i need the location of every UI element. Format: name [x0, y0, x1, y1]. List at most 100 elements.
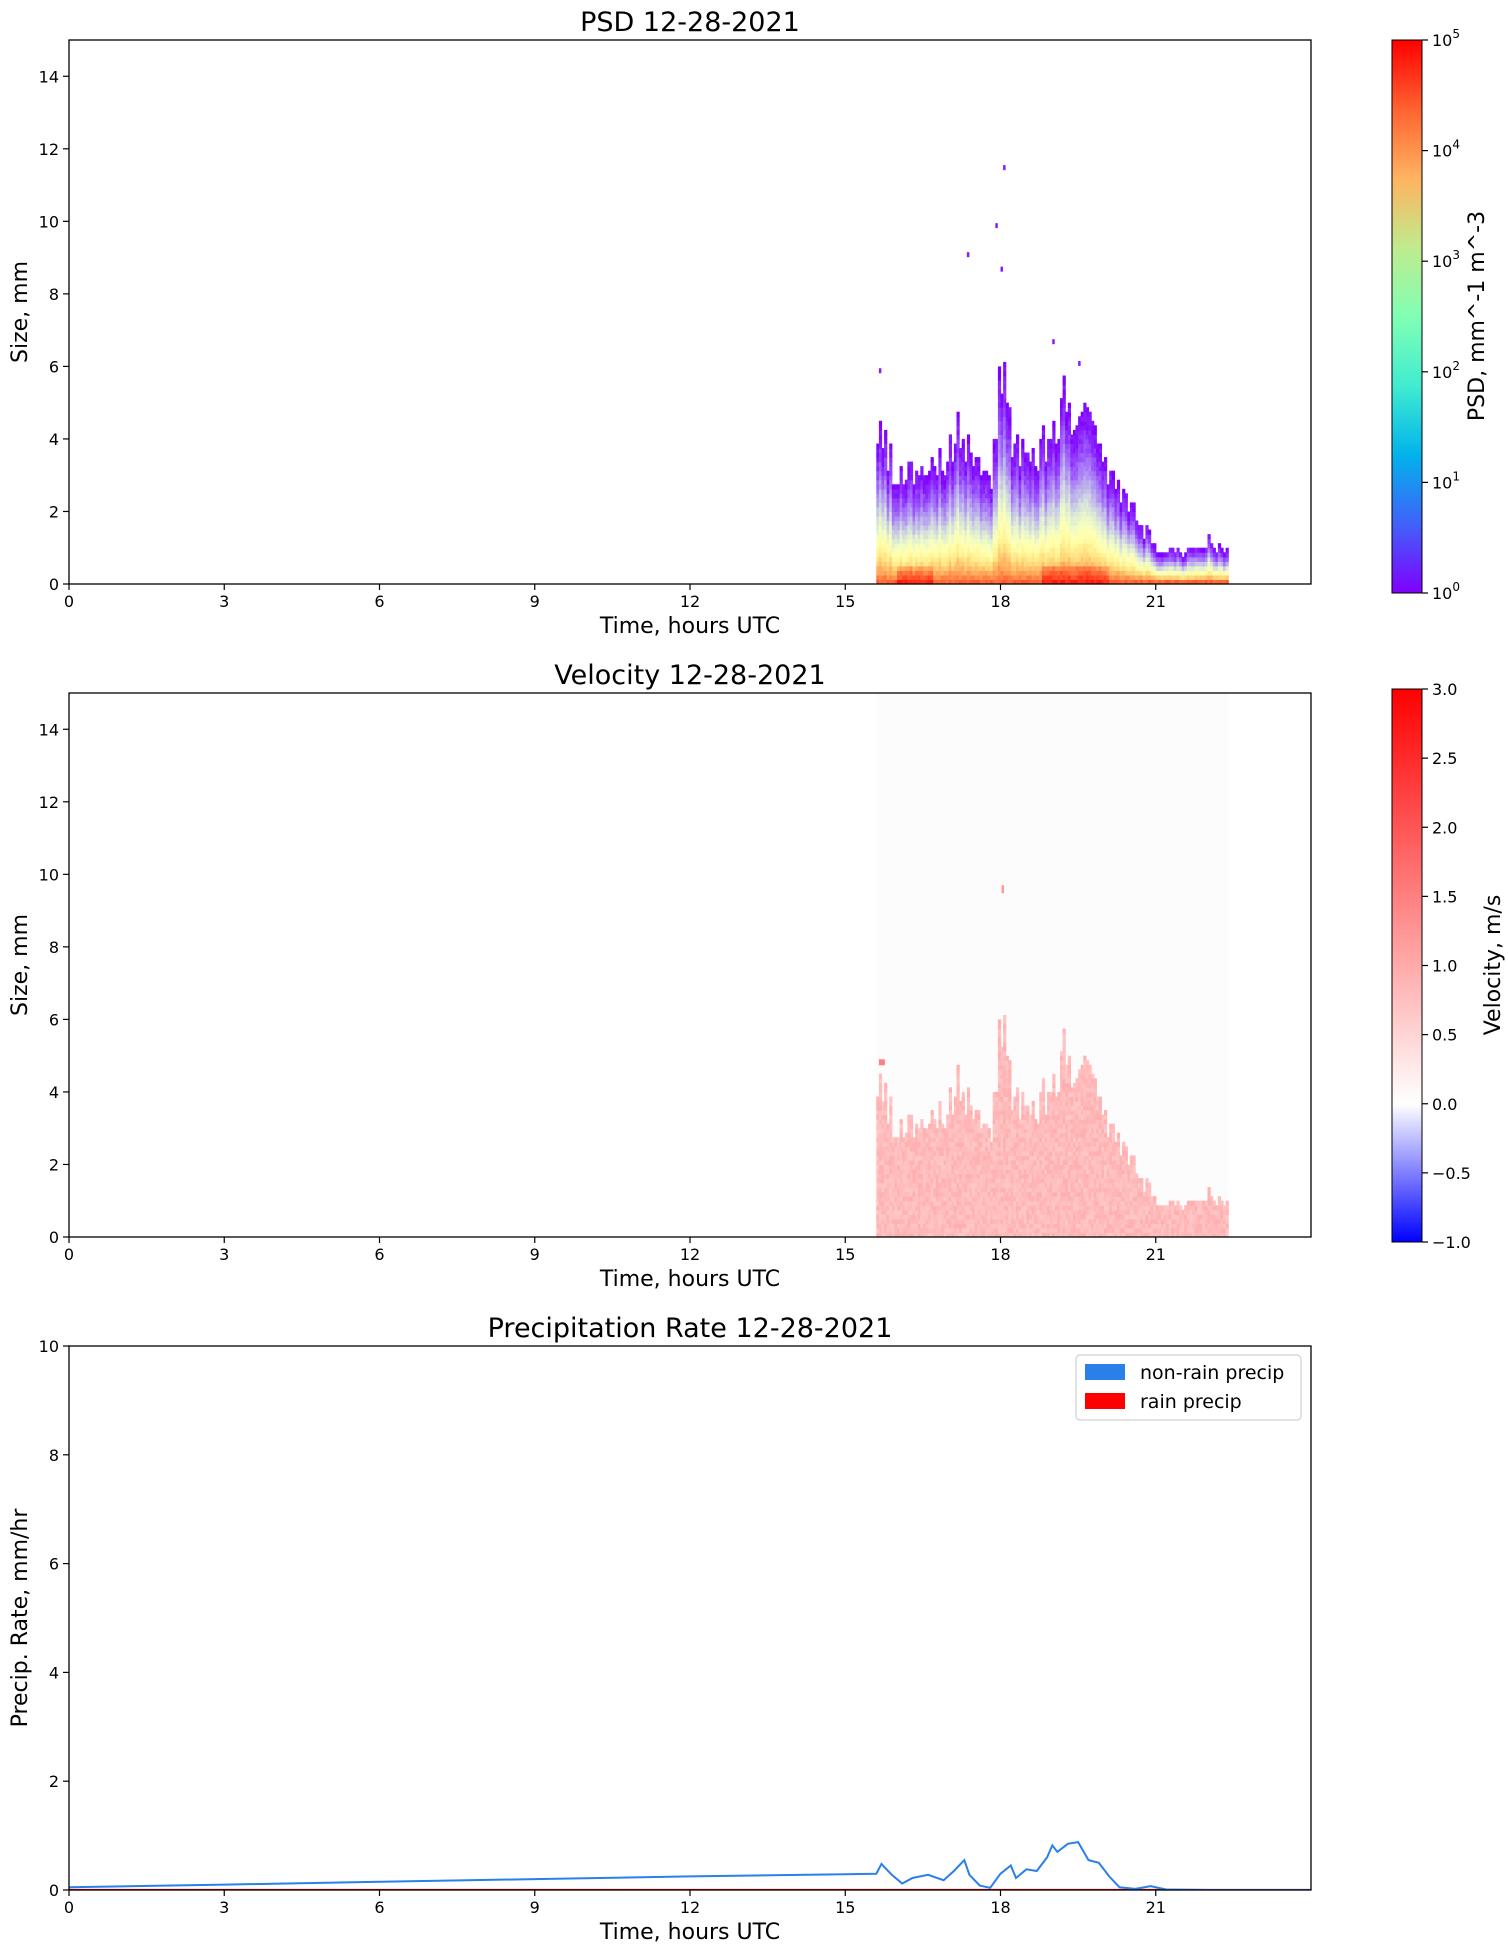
psd-cell	[997, 543, 1002, 549]
psd-cell	[1031, 475, 1035, 481]
velocity-cell	[982, 1218, 986, 1224]
velocity-cell	[917, 1227, 921, 1233]
velocity-cell	[1018, 1155, 1022, 1161]
psd-cell	[1016, 493, 1020, 499]
psd-cell	[1223, 579, 1227, 584]
velocity-cell	[878, 1141, 883, 1147]
velocity-cell	[987, 1159, 991, 1165]
psd-cell	[1116, 511, 1121, 517]
velocity-cell	[1000, 1069, 1004, 1075]
psd-cell	[1192, 574, 1196, 580]
psd-cell	[1052, 448, 1056, 454]
psd-cell	[1008, 511, 1012, 517]
velocity-cell	[881, 1196, 885, 1202]
psd-cell	[878, 457, 883, 463]
velocity-cell	[1016, 1105, 1020, 1111]
velocity-cell	[990, 1164, 994, 1170]
psd-cell	[1153, 570, 1157, 576]
psd-cell	[987, 520, 991, 526]
velocity-cell	[987, 1173, 991, 1179]
psd-cell	[889, 479, 893, 485]
velocity-cell	[982, 1169, 986, 1175]
psd-cell	[1119, 534, 1123, 540]
psd-cell	[992, 570, 996, 576]
psd-cell	[1202, 565, 1206, 571]
psd-cell	[930, 516, 934, 522]
psd-cell	[943, 511, 947, 517]
psd-cell	[1003, 366, 1007, 372]
psd-cell	[897, 484, 901, 490]
psd-cell	[930, 556, 934, 562]
psd-cell	[1225, 552, 1229, 558]
velocity-cell	[891, 1164, 895, 1170]
y-tick-label: 14	[39, 67, 59, 86]
psd-cell	[1088, 416, 1092, 422]
psd-cell	[1098, 547, 1102, 553]
psd-cell	[1091, 529, 1095, 535]
velocity-cell	[909, 1114, 914, 1120]
psd-cell	[1054, 443, 1058, 449]
velocity-cell	[889, 1141, 893, 1147]
psd-cell	[920, 479, 924, 485]
velocity-cell	[876, 1200, 880, 1206]
velocity-cell	[930, 1182, 934, 1188]
psd-cell	[1000, 543, 1004, 549]
velocity-cell	[1003, 1150, 1007, 1156]
psd-cell	[878, 574, 883, 580]
psd-cell	[1023, 466, 1027, 472]
psd-cell	[1080, 493, 1084, 499]
psd-cell	[1067, 407, 1071, 413]
velocity-cell	[933, 1200, 937, 1206]
velocity-cell	[930, 1178, 934, 1184]
velocity-cell	[904, 1178, 908, 1184]
psd-cell	[917, 547, 921, 553]
psd-cell	[1104, 565, 1108, 571]
psd-cell	[1075, 561, 1079, 567]
velocity-cell	[935, 1141, 939, 1147]
velocity-cell	[995, 1182, 999, 1188]
velocity-cell	[876, 1114, 880, 1120]
velocity-cell	[894, 1218, 898, 1224]
psd-cell	[1034, 538, 1038, 544]
velocity-cell	[894, 1141, 898, 1147]
psd-cell	[948, 552, 952, 558]
psd-cell	[1093, 457, 1097, 463]
psd-cell	[1122, 516, 1126, 522]
psd-cell	[1210, 574, 1214, 580]
psd-cell	[1114, 520, 1118, 526]
psd-cell	[891, 552, 895, 558]
velocity-cell	[920, 1205, 924, 1211]
velocity-cell	[1010, 1137, 1015, 1143]
psd-cell	[1054, 538, 1058, 544]
psd-cell	[1109, 502, 1113, 508]
psd-cell	[982, 520, 986, 526]
velocity-cell	[956, 1182, 960, 1188]
psd-cell	[956, 529, 960, 535]
velocity-cell	[1008, 1178, 1012, 1184]
psd-cell	[1005, 497, 1009, 503]
psd-cell	[1047, 461, 1051, 467]
velocity-cell	[920, 1209, 924, 1215]
psd-cell	[953, 484, 958, 490]
psd-cell	[1215, 565, 1219, 571]
psd-cell	[1003, 497, 1007, 503]
velocity-cell	[886, 1205, 890, 1211]
velocity-cell	[917, 1159, 921, 1165]
velocity-cell	[878, 1159, 883, 1165]
velocity-cell	[1013, 1101, 1017, 1107]
psd-cell	[878, 538, 883, 544]
velocity-cell	[941, 1191, 945, 1197]
psd-cell	[1073, 570, 1077, 576]
velocity-cell	[982, 1223, 986, 1229]
velocity-cell	[951, 1146, 955, 1152]
psd-cell	[941, 570, 945, 576]
psd-cell	[1085, 470, 1090, 476]
psd-cell	[948, 461, 952, 467]
psd-cell	[959, 529, 963, 535]
psd-cell	[1008, 434, 1012, 440]
velocity-cell	[956, 1155, 960, 1161]
psd-cell	[1080, 529, 1084, 535]
psd-cell	[953, 556, 958, 562]
psd-cell	[1127, 547, 1131, 553]
